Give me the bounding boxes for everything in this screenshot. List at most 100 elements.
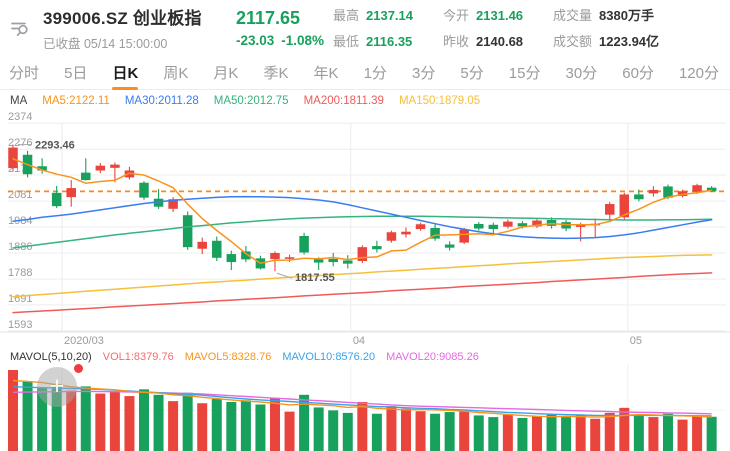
candle	[357, 247, 368, 261]
tab-1分[interactable]: 1分	[363, 64, 387, 82]
volume-bar	[80, 386, 91, 451]
y-axis-label: 2276	[8, 137, 32, 149]
market-status: 已收盘 05/14 15:00:00	[43, 36, 168, 51]
ma-line-MA200	[12, 272, 713, 314]
candle	[692, 185, 702, 192]
volume-bar	[284, 411, 295, 451]
volume-indicator-row[interactable]: MAVOL(5,10,20) VOL1:8379.76 MAVOL5:8328.7…	[0, 349, 730, 365]
stat-value: 8380万手	[599, 8, 654, 23]
stat-label: 成交额	[553, 34, 593, 49]
candle	[168, 199, 178, 209]
stat-label: 昨收	[443, 34, 470, 49]
volume-bar	[138, 389, 149, 451]
ma-indicator-row[interactable]: MA MA5:2122.11 MA30:2011.28 MA50:2012.75 MA…	[0, 90, 730, 111]
volume-bar	[459, 410, 470, 451]
quote-header: 399006.SZ 创业板指 已收盘 05/14 15:00:00 2117.6…	[0, 0, 730, 55]
stat-value: 2116.35	[366, 34, 413, 49]
ma-line-MA5	[12, 158, 713, 265]
candle	[372, 246, 382, 250]
mavol-title: MAVOL(5,10,20)	[10, 351, 92, 363]
volume-bar	[633, 414, 644, 451]
candle	[182, 215, 193, 248]
ma-value-label: MA150:1879.05	[398, 94, 481, 107]
volume-bar	[561, 417, 572, 451]
candle	[488, 224, 499, 230]
volume-bar	[473, 415, 484, 451]
period-tabbar: 分时 5日 日K 周K 月K 季K 年K 1分 3分 5分 15分 30分 60分 120分	[0, 55, 730, 90]
tab-年K[interactable]: 年K	[313, 64, 339, 82]
x-axis-label: 05	[630, 335, 642, 347]
candle	[444, 244, 455, 248]
candle	[401, 231, 411, 235]
volume-bar	[124, 396, 135, 451]
stat-item: 成交量 8380万手	[553, 5, 659, 24]
tab-周K[interactable]: 周K	[163, 64, 189, 82]
volume-bar	[211, 399, 222, 451]
tab-分时[interactable]: 分时	[9, 64, 40, 82]
candle	[663, 186, 673, 198]
candle	[226, 254, 237, 263]
ma-line-MA30	[12, 195, 713, 240]
volma-line-MAVOL5	[12, 379, 712, 418]
volume-bar	[430, 413, 441, 451]
volume-chart[interactable]	[0, 365, 730, 451]
tab-60分[interactable]: 60分	[622, 64, 654, 82]
volume-bar	[328, 410, 339, 451]
volume-bar	[604, 412, 615, 451]
volume-bar	[531, 416, 542, 451]
stat-item: 最低 2116.35	[333, 31, 413, 50]
notification-dot	[74, 364, 83, 373]
candle	[110, 164, 120, 168]
volume-bar	[546, 414, 557, 451]
ma-line-MA150	[12, 254, 713, 298]
tab-120分[interactable]: 120分	[678, 64, 719, 82]
floating-action-button[interactable]: +	[37, 364, 83, 407]
change-percent: -1.08%	[281, 32, 325, 48]
ma-value-label: MA30:2011.28	[124, 94, 199, 107]
tab-30分[interactable]: 30分	[565, 64, 598, 82]
tab-15分[interactable]: 15分	[508, 64, 541, 82]
volume-bar	[22, 381, 33, 451]
ma-value-label: MA5:2122.11	[42, 94, 110, 107]
volume-bar	[109, 391, 120, 451]
candle	[532, 220, 542, 227]
candle	[139, 182, 149, 198]
y-axis-label: 1593	[8, 319, 32, 331]
candle	[299, 235, 309, 253]
volume-bar	[371, 413, 382, 451]
volume-bar	[153, 394, 164, 451]
volume-bar	[95, 393, 106, 451]
symbol-title: 399006.SZ 创业板指	[43, 8, 202, 28]
volume-bar	[168, 401, 179, 451]
volume-bar	[299, 394, 310, 451]
volume-bar	[226, 401, 237, 451]
tab-5分[interactable]: 5分	[460, 64, 484, 82]
stat-item: 今开 2131.46	[443, 5, 523, 24]
stat-label: 成交量	[553, 8, 593, 23]
candlestick-chart[interactable]: 2374227621792081198418861788169115932020…	[0, 111, 730, 349]
volume-bar	[386, 406, 397, 451]
volume-bar	[269, 397, 280, 451]
candle	[575, 224, 586, 227]
ma-value-label: MA50:2012.75	[213, 94, 289, 107]
candle	[270, 253, 280, 260]
search-list-icon[interactable]	[9, 17, 31, 39]
plus-icon: +	[49, 371, 65, 400]
tab-日K[interactable]: 日K	[112, 56, 138, 89]
volume-bar	[197, 403, 208, 451]
y-axis-label: 2374	[8, 111, 32, 123]
volume-bar	[648, 417, 659, 451]
tab-季K[interactable]: 季K	[263, 64, 289, 82]
volume-bar	[488, 417, 499, 451]
volume-bar	[662, 413, 673, 451]
tab-5日[interactable]: 5日	[64, 64, 88, 82]
x-axis-label: 2020/03	[64, 335, 104, 347]
candle	[197, 241, 207, 249]
volume-bar	[240, 400, 251, 451]
candle	[95, 165, 106, 171]
tab-月K[interactable]: 月K	[213, 64, 239, 82]
tab-3分[interactable]: 3分	[411, 64, 436, 82]
candle	[517, 223, 528, 227]
candle	[153, 198, 164, 207]
